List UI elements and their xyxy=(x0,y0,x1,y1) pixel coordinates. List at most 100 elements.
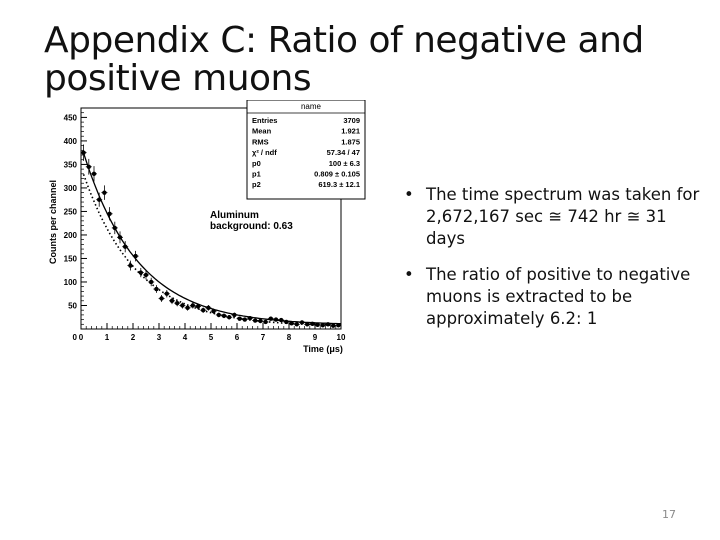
stats-row-value: 0.809 ± 0.105 xyxy=(314,170,360,179)
x-tick-label: 0 xyxy=(79,333,84,342)
data-point xyxy=(315,322,320,327)
y-tick-label: 50 xyxy=(68,301,77,310)
x-tick-label: 3 xyxy=(157,333,162,342)
y-tick-label: 250 xyxy=(64,207,78,216)
data-point xyxy=(273,317,279,322)
y-tick-label: 350 xyxy=(64,160,78,169)
x-tick-label: 5 xyxy=(209,333,214,342)
bullet-marker: • xyxy=(404,265,414,284)
stats-row-value: 1.875 xyxy=(341,137,360,146)
stats-row-value: 100 ± 6.3 xyxy=(329,159,360,168)
data-point xyxy=(102,190,107,195)
data-point xyxy=(336,323,341,328)
x-tick-label: 2 xyxy=(131,333,136,342)
data-point xyxy=(190,303,195,308)
x-tick-label: 9 xyxy=(313,333,318,342)
data-point xyxy=(310,321,315,327)
data-point xyxy=(263,319,268,325)
slide-title-line-1: Appendix C: Ratio of negative and xyxy=(44,20,644,61)
data-point xyxy=(133,253,138,259)
slide-title-line-2: positive muons xyxy=(44,58,312,99)
y-tick-label: 300 xyxy=(64,184,78,193)
annotation-line-1: Aluminum xyxy=(210,210,259,221)
data-point xyxy=(164,291,169,296)
bullet-item: • The ratio of positive to negative muon… xyxy=(400,264,705,330)
data-point xyxy=(294,322,299,327)
x-tick-label: 7 xyxy=(261,333,266,342)
y-tick-label: 150 xyxy=(64,254,78,263)
page-number: 17 xyxy=(662,508,676,521)
bullet-item: • The time spectrum was taken for 2,672,… xyxy=(400,184,705,250)
data-point xyxy=(242,317,247,322)
bullet-text: The ratio of positive to negative muons … xyxy=(426,265,691,328)
x-tick-label: 1 xyxy=(105,333,110,342)
data-point xyxy=(169,298,175,303)
bullet-text: The time spectrum was taken for 2,672,16… xyxy=(426,185,700,248)
data-point xyxy=(180,303,185,308)
y-tick-label: 450 xyxy=(64,113,78,122)
stats-box: name Entries 3709 Mean 1.921 RMS 1.875 χ² / ndf… xyxy=(246,100,366,200)
data-point xyxy=(237,316,242,321)
stats-row-label: Mean xyxy=(252,127,272,136)
data-point xyxy=(117,235,123,240)
x-axis-label: Time (μs) xyxy=(303,344,343,354)
data-point xyxy=(159,296,164,301)
data-point xyxy=(201,307,206,313)
data-point xyxy=(279,317,284,323)
data-points xyxy=(80,144,342,328)
x-tick-label: 6 xyxy=(235,333,240,342)
data-point xyxy=(107,211,112,216)
stats-row-value: 1.921 xyxy=(341,127,360,136)
data-point xyxy=(331,323,336,328)
bullet-list: • The time spectrum was taken for 2,672,… xyxy=(400,184,705,344)
y-axis-label: Counts per channel xyxy=(48,180,58,264)
stats-row-value: 619.3 ± 12.1 xyxy=(318,180,360,189)
data-point xyxy=(154,286,159,292)
data-point xyxy=(175,300,180,306)
data-point xyxy=(227,315,232,320)
decay-time-spectrum-chart: 0 1 2 3 4 5 6 7 8 9 10050100150200250300350400450 … xyxy=(40,100,370,362)
y-tick-label: 200 xyxy=(64,231,78,240)
x-tick-label: 8 xyxy=(287,333,292,342)
data-point xyxy=(221,313,227,319)
data-point xyxy=(289,321,294,326)
data-point xyxy=(91,171,97,177)
stats-box-name: name xyxy=(301,102,322,111)
data-point xyxy=(258,318,263,324)
slide-title: Appendix C: Ratio of negative and positi… xyxy=(44,22,644,98)
y-tick-label: 0 xyxy=(73,333,78,342)
data-point xyxy=(211,308,216,314)
stats-row-label: p2 xyxy=(252,180,261,189)
stats-row-label: Entries xyxy=(252,116,277,125)
data-point xyxy=(268,316,273,321)
data-point xyxy=(185,305,190,311)
stats-row-label: p0 xyxy=(252,159,261,168)
stats-row-value: 3709 xyxy=(343,116,360,125)
data-point xyxy=(149,279,154,285)
annotation-line-2: background: 0.63 xyxy=(210,221,293,232)
stats-row-label: RMS xyxy=(252,137,269,146)
data-point xyxy=(284,319,289,325)
data-point xyxy=(206,305,211,311)
stats-row-label: χ² / ndf xyxy=(252,148,277,157)
stats-row-value: 57.34 / 47 xyxy=(327,148,360,157)
data-point xyxy=(138,270,143,275)
stats-row-label: p1 xyxy=(252,170,261,179)
bullet-marker: • xyxy=(404,185,414,204)
data-point xyxy=(143,272,149,278)
data-point xyxy=(86,164,91,169)
data-point xyxy=(253,318,258,323)
data-point xyxy=(81,150,86,155)
x-tick-label: 4 xyxy=(183,333,188,342)
stats-box-frame xyxy=(246,100,366,200)
data-point xyxy=(216,312,221,318)
data-point xyxy=(123,244,128,249)
data-point xyxy=(325,322,331,327)
data-point xyxy=(195,304,201,309)
data-point xyxy=(305,322,310,327)
data-point xyxy=(112,225,118,231)
data-point xyxy=(320,323,325,328)
y-tick-label: 400 xyxy=(64,137,78,146)
data-point xyxy=(247,315,253,321)
